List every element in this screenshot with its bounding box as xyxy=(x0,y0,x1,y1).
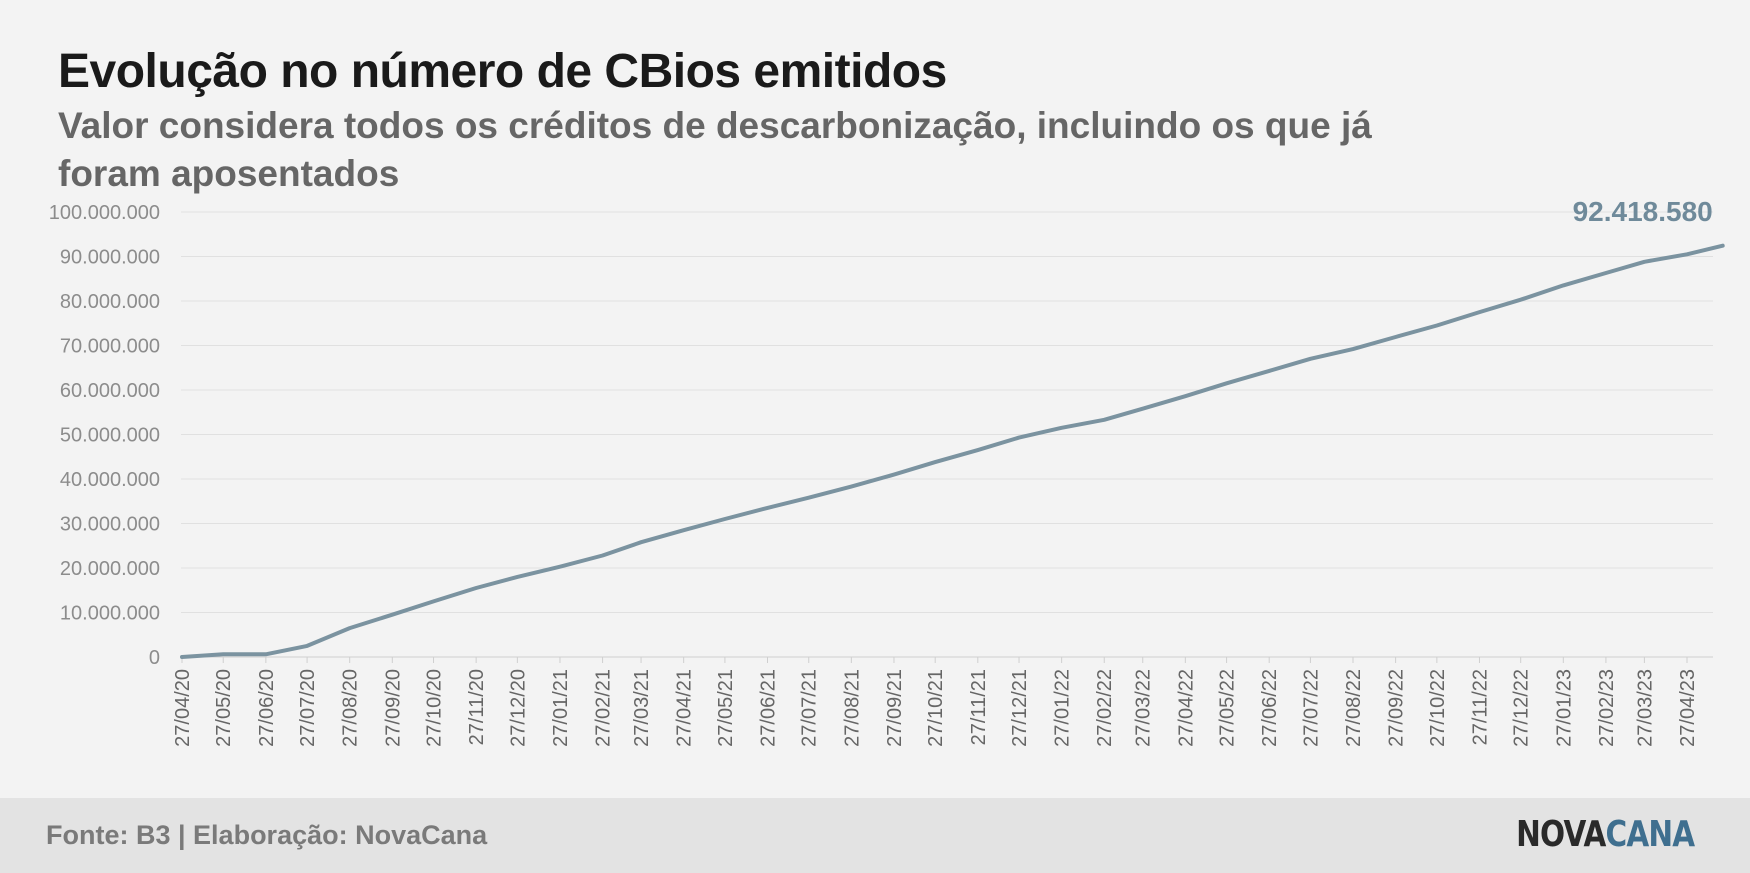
line-chart: 0 10.000.000 20.000.000 30.000.000 40.000.00… xyxy=(49,196,1725,747)
y-tick-label: 50.000.000 xyxy=(60,425,160,447)
x-tick-label: 27/09/21 xyxy=(884,669,906,747)
x-tick-label: 27/08/21 xyxy=(841,669,863,747)
y-tick-label: 20.000.000 xyxy=(60,558,160,580)
y-tick-label: 80.000.000 xyxy=(60,291,160,313)
x-tick-label: 27/08/20 xyxy=(340,669,362,747)
x-tick-label: 27/09/22 xyxy=(1386,669,1408,747)
x-tick-label: 27/02/23 xyxy=(1596,669,1618,747)
x-tick-label: 27/01/22 xyxy=(1052,669,1074,747)
x-tick-label: 27/07/21 xyxy=(799,669,821,747)
x-tick-label: 27/03/21 xyxy=(631,669,653,747)
y-tick-label: 90.000.000 xyxy=(60,247,160,269)
x-tick-label: 27/11/22 xyxy=(1469,669,1491,745)
x-tick-label: 27/11/20 xyxy=(466,669,488,745)
x-tick-label: 27/05/22 xyxy=(1217,669,1239,747)
series-line xyxy=(180,243,1725,659)
x-tick-label: 27/12/22 xyxy=(1511,669,1533,747)
x-tick-label: 27/06/20 xyxy=(256,669,278,747)
x-tick-label: 27/03/22 xyxy=(1133,669,1155,747)
footer: Fonte: B3 | Elaboração: NovaCana NOVACAN… xyxy=(0,798,1750,873)
x-tick-label: 27/12/20 xyxy=(507,669,529,747)
x-tick-label: 27/04/21 xyxy=(674,669,696,747)
y-tick-label: 70.000.000 xyxy=(60,336,160,358)
x-tick-label: 27/05/20 xyxy=(213,669,235,747)
x-tick-label: 27/01/21 xyxy=(550,669,572,747)
x-tick-label: 27/11/21 xyxy=(968,669,990,745)
x-tick-label: 27/10/21 xyxy=(925,669,947,747)
x-tick-label: 27/10/20 xyxy=(424,669,446,747)
y-tick-label: 0 xyxy=(149,647,160,669)
x-tick-label: 27/06/22 xyxy=(1259,669,1281,747)
logo-part-cana: CANA xyxy=(1605,814,1695,855)
y-tick-label: 10.000.000 xyxy=(60,603,160,625)
x-tick-label: 27/02/22 xyxy=(1094,669,1116,747)
x-tick-label: 27/05/21 xyxy=(715,669,737,747)
x-tick-label: 27/06/21 xyxy=(758,669,780,747)
chart-title: Evolução no número de CBios emitidos xyxy=(58,45,947,98)
source-credit: Fonte: B3 | Elaboração: NovaCana xyxy=(46,820,488,850)
y-tick-label: 100.000.000 xyxy=(49,202,160,224)
chart-subtitle: Valor considera todos os créditos de des… xyxy=(58,105,1372,194)
x-tick-label: 27/08/22 xyxy=(1343,669,1365,747)
x-tick-label: 27/09/20 xyxy=(382,669,404,747)
x-tick-label: 27/07/20 xyxy=(297,669,319,747)
last-value-label: 92.418.580 xyxy=(1573,196,1713,227)
y-tick-label: 60.000.000 xyxy=(60,380,160,402)
x-tick-label: 27/12/21 xyxy=(1009,669,1031,747)
x-tick-label: 27/10/22 xyxy=(1427,669,1449,747)
y-tick-label: 40.000.000 xyxy=(60,469,160,491)
x-tick-label: 27/03/23 xyxy=(1634,669,1656,747)
novacana-logo: NOVACANA xyxy=(1515,814,1695,855)
x-tick-label: 27/07/22 xyxy=(1300,669,1322,747)
y-tick-label: 30.000.000 xyxy=(60,514,160,536)
x-tick-label: 27/04/20 xyxy=(172,669,194,747)
x-tick-label: 27/01/23 xyxy=(1553,669,1575,747)
x-tick-label: 27/04/22 xyxy=(1175,669,1197,747)
x-tick-label: 27/04/23 xyxy=(1677,669,1699,747)
logo-part-nova: NOVA xyxy=(1515,814,1606,855)
x-tick-label: 27/02/21 xyxy=(593,669,615,747)
